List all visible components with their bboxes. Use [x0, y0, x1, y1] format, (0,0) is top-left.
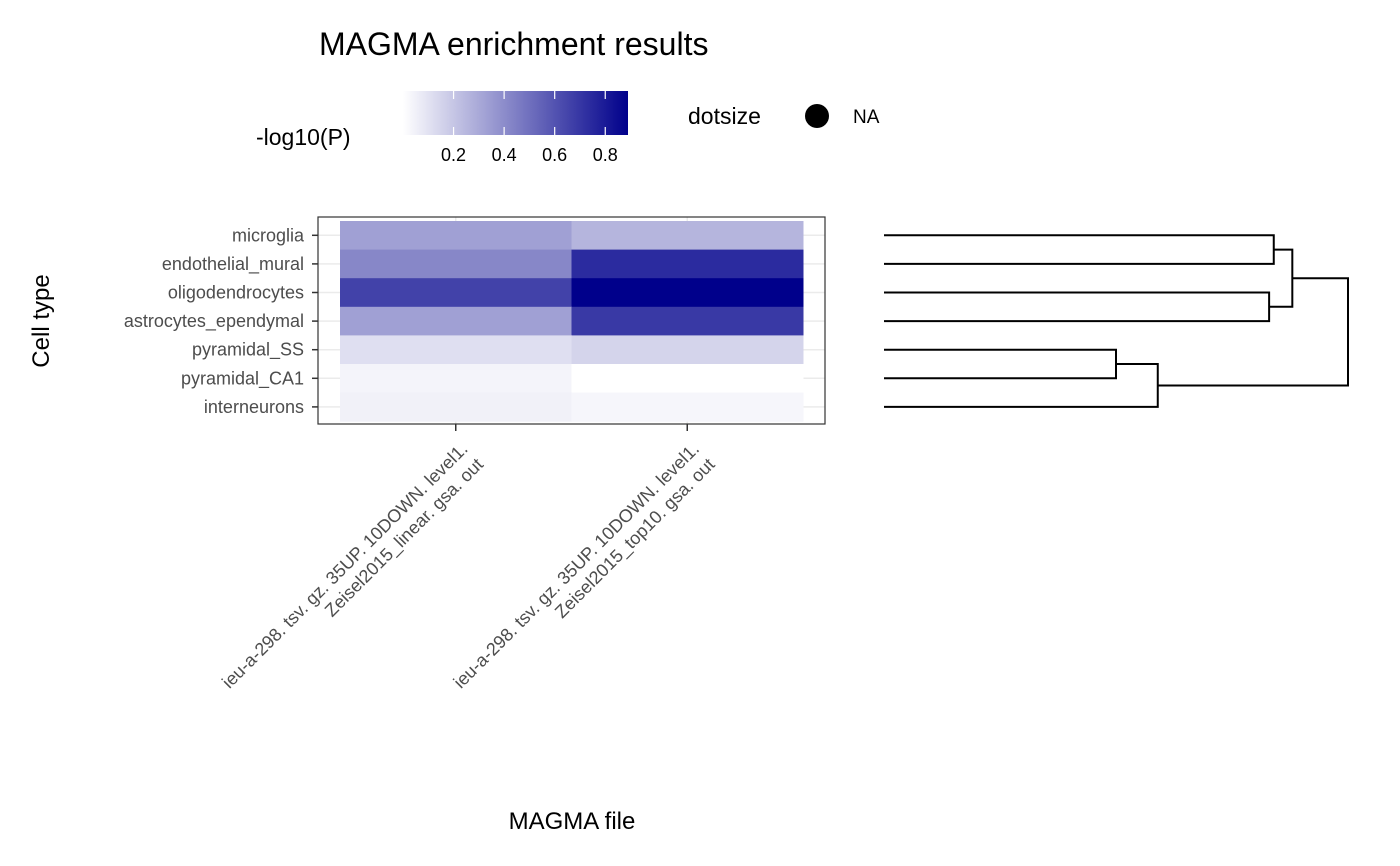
x-tick-label: ieu-a-298. tsv. gz. 35UP. 10DOWN. level1…: [450, 439, 720, 709]
heatmap-cell: [571, 335, 804, 365]
y-tick-label: pyramidal_SS: [192, 340, 304, 361]
size-legend-label: NA: [853, 107, 880, 128]
dendrogram: [884, 234, 1349, 408]
y-tick-label: interneurons: [204, 397, 304, 417]
heatmap-cell: [340, 335, 572, 365]
legend-tick-label: 0.2: [441, 145, 466, 165]
y-tick-label: oligodendrocytes: [168, 283, 304, 303]
color-legend: -log10(P) 0.2 0.4 0.6 0.8: [256, 91, 628, 165]
legend-tick-label: 0.8: [593, 145, 618, 165]
legend-tick-label: 0.6: [542, 145, 567, 165]
chart-title: MAGMA enrichment results: [319, 26, 708, 62]
y-tick-label: microglia: [232, 225, 305, 245]
legend-colorbar: [403, 91, 628, 135]
legend-tick-label: 0.4: [492, 145, 517, 165]
heatmap-cell: [340, 278, 572, 308]
y-tick-label: pyramidal_CA1: [181, 368, 304, 389]
legend-title: -log10(P): [256, 124, 351, 150]
x-axis: ieu-a-298. tsv. gz. 35UP. 10DOWN. level1…: [218, 424, 720, 709]
heatmap-cells: [340, 221, 804, 422]
heatmap-cell: [340, 364, 572, 394]
heatmap-cell: [571, 221, 804, 251]
dendrogram-branch: [884, 348, 1117, 380]
size-legend: dotsize NA: [688, 103, 880, 129]
y-tick-label: endothelial_mural: [162, 254, 304, 275]
heatmap-cell: [340, 392, 572, 422]
heatmap-cell: [340, 249, 572, 279]
heatmap-cell: [571, 306, 804, 336]
x-tick-label: ieu-a-298. tsv. gz. 35UP. 10DOWN. level1…: [218, 439, 488, 709]
heatmap-cell: [571, 392, 804, 422]
dendrogram-branch: [884, 234, 1275, 265]
heatmap-cell: [340, 306, 572, 336]
y-axis-title: Cell type: [28, 274, 55, 367]
size-legend-dot: [805, 104, 829, 128]
heatmap-cell: [571, 249, 804, 279]
size-legend-title: dotsize: [688, 103, 761, 129]
y-tick-label: astrocytes_ependymal: [124, 311, 304, 332]
heatmap-cell: [571, 278, 804, 308]
heatmap-panel: microglia endothelial_mural oligodendrocyt…: [124, 216, 826, 709]
dendrogram-branch: [884, 291, 1271, 323]
heatmap-cell: [340, 221, 572, 251]
dendrogram-branch: [1269, 248, 1294, 308]
dendrogram-branch: [1157, 277, 1349, 387]
y-axis: microglia endothelial_mural oligodendrocyt…: [124, 225, 318, 417]
heatmap-cell: [571, 364, 804, 394]
legend-ticks: 0.2 0.4 0.6 0.8: [441, 91, 618, 165]
x-axis-title: MAGMA file: [509, 808, 636, 835]
